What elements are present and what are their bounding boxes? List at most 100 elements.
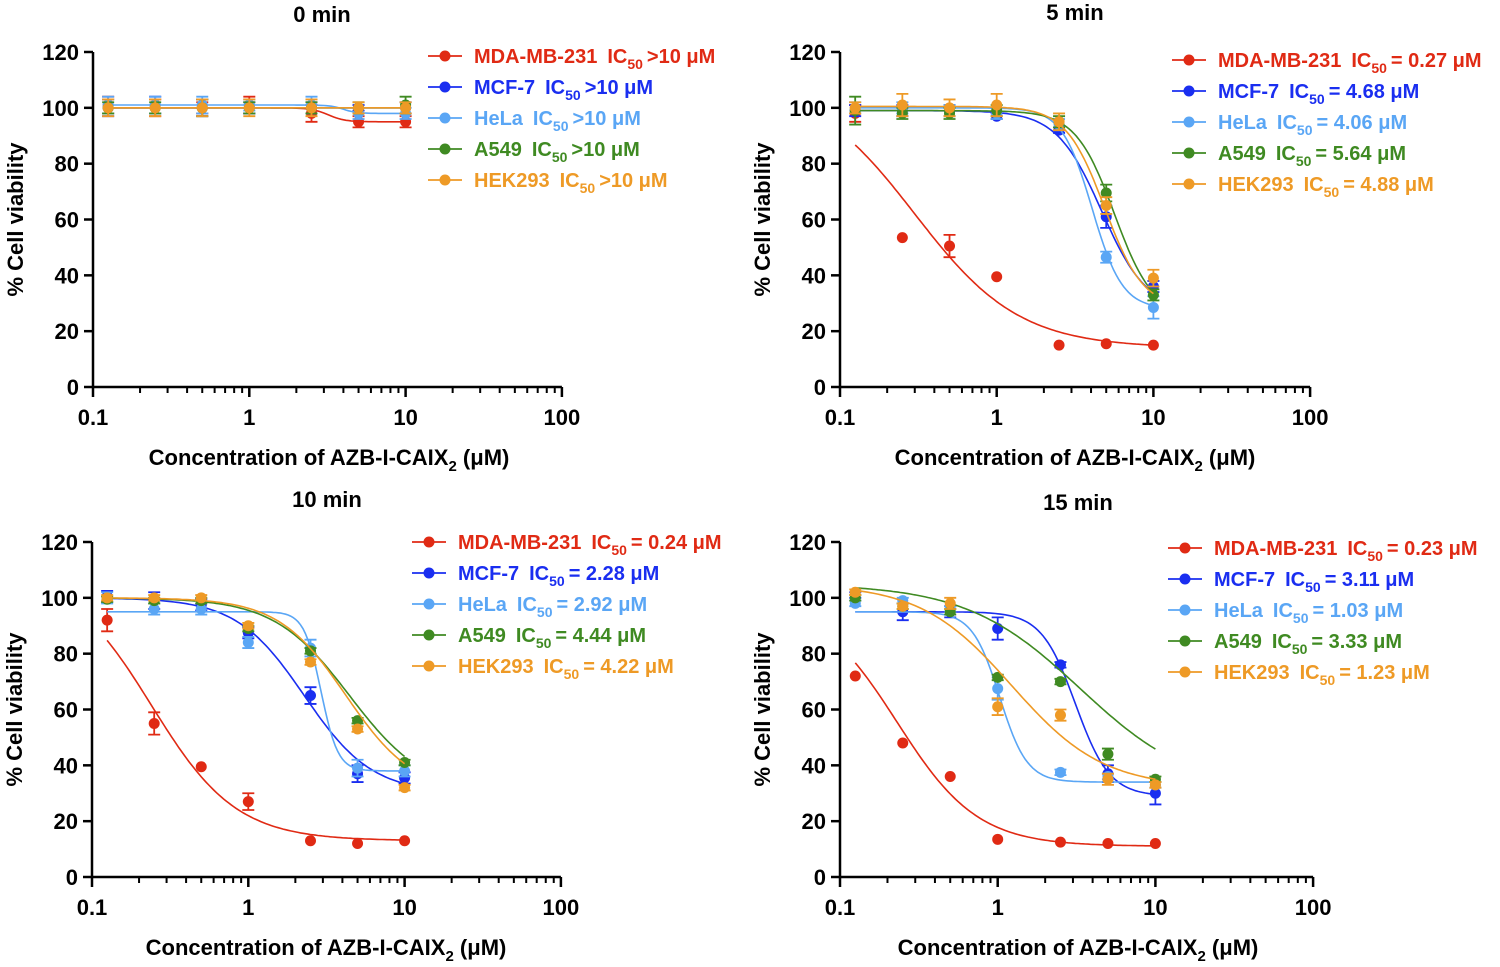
legend-label: HeLa IC50 = 1.03 μM	[1214, 600, 1403, 626]
data-point	[1054, 659, 1066, 671]
legend-marker	[439, 50, 451, 62]
legend-entry: MCF-7 IC50 = 4.68 μM	[1172, 81, 1419, 107]
legend-marker	[439, 143, 451, 155]
legend-label: MCF-7 IC50 = 3.11 μM	[1214, 569, 1414, 595]
data-point	[304, 645, 316, 657]
x-axis-label-unit: (μM)	[454, 935, 507, 960]
legend-label: MCF-7 IC50 = 2.28 μM	[458, 563, 659, 589]
data-point	[849, 670, 861, 682]
legend-ic-label: IC	[1304, 174, 1324, 196]
data-point	[1053, 339, 1065, 351]
legend-marker	[1179, 573, 1191, 585]
data-point	[101, 614, 113, 626]
legend-series-name: HeLa	[458, 594, 508, 616]
x-tick-label: 10	[393, 405, 417, 430]
legend-series-name: HEK293	[458, 656, 534, 678]
y-tick-label: 60	[802, 698, 826, 723]
data-point	[399, 765, 411, 777]
legend-ic-subscript: 50	[1367, 548, 1383, 564]
x-tick-label: 10	[1141, 405, 1165, 430]
data-point	[242, 637, 254, 648]
x-tick-label: 1	[992, 895, 1004, 920]
data-point	[101, 592, 113, 604]
data-point	[352, 723, 364, 735]
y-tick-label: 100	[789, 96, 826, 121]
data-point	[1149, 779, 1161, 791]
fit-curve	[106, 639, 405, 841]
y-axis-label: % Cell viability	[3, 142, 28, 297]
legend-marker	[423, 629, 435, 641]
x-tick-label: 100	[1295, 895, 1332, 920]
data-point	[1147, 301, 1159, 313]
data-point	[196, 102, 208, 114]
x-tick-label: 10	[1143, 895, 1167, 920]
y-tick-label: 0	[814, 865, 826, 890]
y-tick-label: 20	[802, 319, 826, 344]
legend-marker	[1179, 635, 1191, 647]
legend-ic-subscript: 50	[1371, 60, 1387, 76]
legend-ic-subscript: 50	[553, 118, 569, 134]
legend-entry: A549 IC50 = 5.64 μM	[1172, 143, 1406, 169]
data-point	[102, 102, 114, 114]
data-point	[399, 782, 411, 794]
y-tick-label: 120	[789, 530, 826, 555]
data-point	[849, 586, 861, 598]
series-mcf-7	[101, 589, 411, 785]
legend-ic-label: IC	[591, 532, 611, 554]
legend-entry: MDA-MB-231 IC50 >10 μM	[428, 46, 715, 72]
fit-curve	[107, 597, 406, 765]
legend-series-name: HeLa	[1214, 600, 1264, 622]
legend-ic-subscript: 50	[549, 573, 565, 589]
panel-5-min: 5 min 0 20 40 60 80 100 120 0.1 1 10 100 % Cell viab…	[750, 0, 1482, 475]
legend-ic50-value: = 1.03 μM	[1312, 600, 1403, 622]
legend-ic-label: IC	[560, 170, 580, 192]
legend-marker	[423, 660, 435, 672]
legend-ic50-value: = 4.22 μM	[583, 656, 674, 678]
x-axis-label-main: Concentration of AZB-I-CAIX	[146, 935, 446, 960]
x-tick-label: 10	[392, 895, 416, 920]
x-axis-label: Concentration of AZB-I-CAIX2 (μM)	[895, 445, 1256, 475]
legend-ic-subscript: 50	[1297, 122, 1313, 138]
y-axis-label: % Cell viability	[2, 632, 27, 787]
data-point	[305, 102, 317, 114]
legend-marker	[1179, 666, 1191, 678]
legend-ic50-value: = 0.27 μM	[1391, 50, 1482, 72]
y-tick-label: 40	[802, 753, 826, 778]
data-point	[1054, 676, 1066, 688]
data-point	[304, 656, 316, 668]
chart-title: 10 min	[292, 487, 362, 512]
legend-ic50-value: = 4.44 μM	[555, 625, 646, 647]
legend-ic-label: IC	[1272, 631, 1292, 653]
legend-ic-subscript: 50	[1292, 641, 1308, 657]
legend-series-name: A549	[458, 625, 506, 647]
data-point	[304, 835, 316, 847]
legend-marker	[423, 536, 435, 548]
legend-marker	[1179, 542, 1191, 554]
legend-ic-label: IC	[533, 108, 553, 130]
series-hela	[101, 591, 411, 778]
legend-ic-subscript: 50	[552, 149, 568, 165]
data-point	[304, 690, 316, 702]
y-tick-label: 80	[55, 152, 79, 177]
data-point	[148, 603, 160, 615]
y-tick-label: 60	[54, 698, 78, 723]
data-point	[1054, 766, 1066, 778]
legend-entry: A549 IC50 = 4.44 μM	[412, 625, 646, 651]
legend-label: MDA-MB-231 IC50 = 0.24 μM	[458, 532, 722, 558]
chart-title: 15 min	[1043, 490, 1113, 515]
legend-label: HEK293 IC50 = 4.22 μM	[458, 656, 674, 682]
legend-marker	[1179, 604, 1191, 616]
legend-entry: A549 IC50 >10 μM	[428, 139, 640, 165]
legend-ic50-value: = 2.28 μM	[569, 563, 660, 585]
legend-entry: MDA-MB-231 IC50 = 0.24 μM	[412, 532, 722, 558]
data-point	[992, 833, 1004, 845]
y-tick-label: 100	[789, 586, 826, 611]
legend-entry: MCF-7 IC50 = 3.11 μM	[1168, 569, 1414, 595]
data-point	[992, 683, 1004, 695]
series-mda-mb-231	[101, 608, 411, 849]
legend-entry: MDA-MB-231 IC50 = 0.27 μM	[1172, 50, 1482, 76]
y-tick-label: 80	[802, 152, 826, 177]
x-axis-label-subscript: 2	[448, 458, 456, 475]
chart-title: 5 min	[1046, 0, 1103, 25]
legend-ic-label: IC	[1351, 50, 1371, 72]
